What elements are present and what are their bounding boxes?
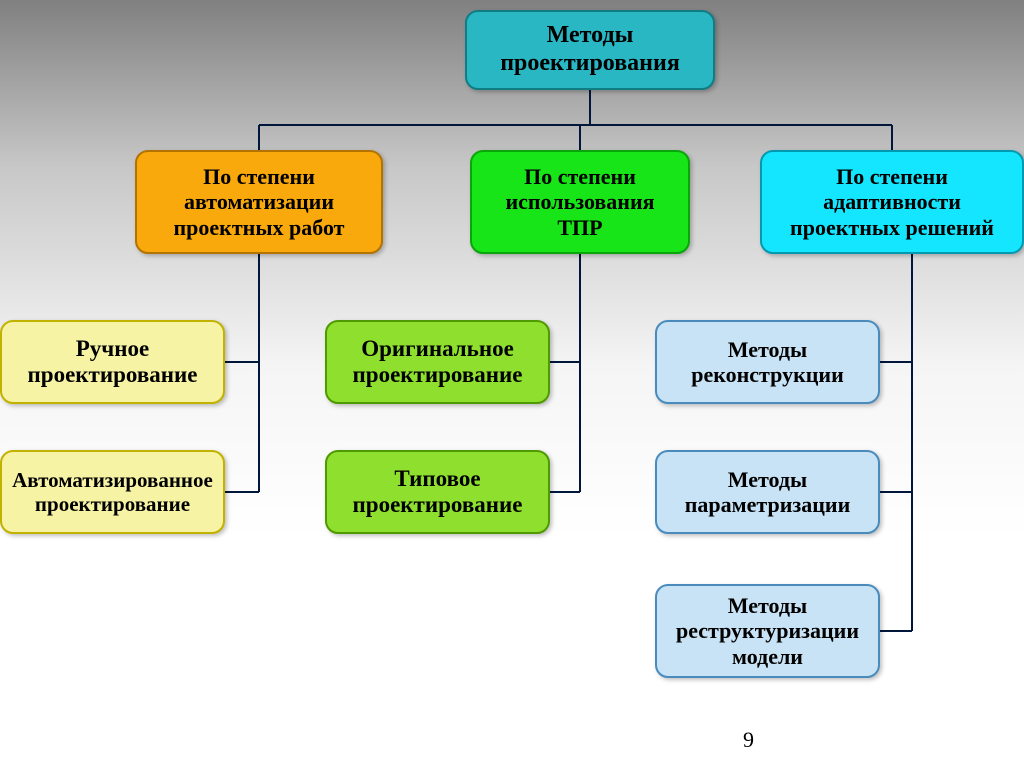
node-b2: Типовое проектирование [325, 450, 550, 534]
node-c1: Методы реконструкции [655, 320, 880, 404]
node-a1: Ручное проектирование [0, 320, 225, 404]
node-catC: По степени адаптивности проектных решени… [760, 150, 1024, 254]
node-c2: Методы параметризации [655, 450, 880, 534]
page-number: 9 [743, 727, 754, 753]
node-catA: По степени автоматизации проектных работ [135, 150, 383, 254]
node-a2: Автоматизированное проектирование [0, 450, 225, 534]
node-root: Методы проектирования [465, 10, 715, 90]
node-b1: Оригинальное проектирование [325, 320, 550, 404]
node-catB: По степени использования ТПР [470, 150, 690, 254]
node-c3: Методы реструктуризации модели [655, 584, 880, 678]
